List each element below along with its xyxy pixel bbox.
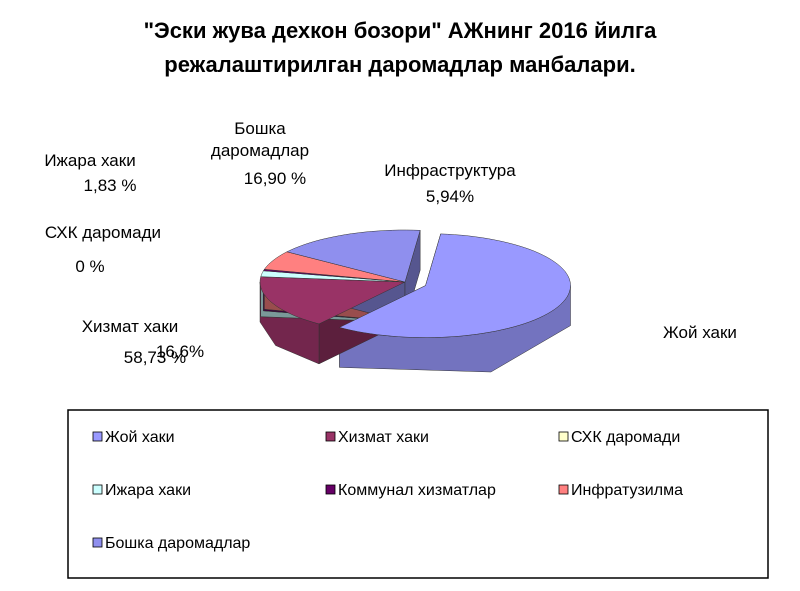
slice [263, 251, 406, 283]
chart-title: "Эски жува дехкон бозори" АЖнинг 2016 йи… [143, 18, 657, 43]
slice [259, 276, 406, 325]
data-label: 16,90 % [243, 169, 307, 188]
data-label: 58,73 % [123, 348, 187, 367]
data-label-name: Хизмат хаки [81, 317, 179, 336]
slice [338, 233, 571, 338]
data-label: 1,83 % [83, 176, 137, 195]
legend-label: Ижара хаки [105, 482, 191, 499]
legend-swatch [92, 537, 103, 548]
data-label: 16,6% [155, 342, 205, 361]
slice [286, 229, 421, 283]
legend-label: Инфратузилма [571, 482, 683, 499]
legend-swatch [325, 484, 336, 495]
data-label: 5,94% [425, 187, 475, 206]
data-label-name: Жой хаки [663, 323, 737, 342]
legend-box [67, 409, 769, 579]
data-label-name: Бошка даромадлар [210, 119, 310, 160]
data-label: 0 % [75, 257, 105, 276]
legend-swatch [325, 431, 336, 442]
legend-swatch [558, 431, 569, 442]
legend-label: Жой хаки [105, 429, 175, 446]
legend-label: Коммунал хизматлар [338, 482, 496, 499]
legend-label: Хизмат хаки [338, 429, 429, 446]
data-label-name: Ижара хаки [44, 151, 136, 170]
chart-title: режалаштирилган даромадлар манбалари. [164, 52, 636, 77]
legend-swatch [558, 484, 569, 495]
legend-label: Бошка даромадлар [105, 535, 250, 552]
legend-label: СХК даромади [571, 429, 680, 446]
data-label-name: Инфраструктура [384, 161, 516, 180]
data-label-name: СХК даромади [44, 223, 162, 242]
legend-swatch [92, 484, 103, 495]
legend-swatch [92, 431, 103, 442]
